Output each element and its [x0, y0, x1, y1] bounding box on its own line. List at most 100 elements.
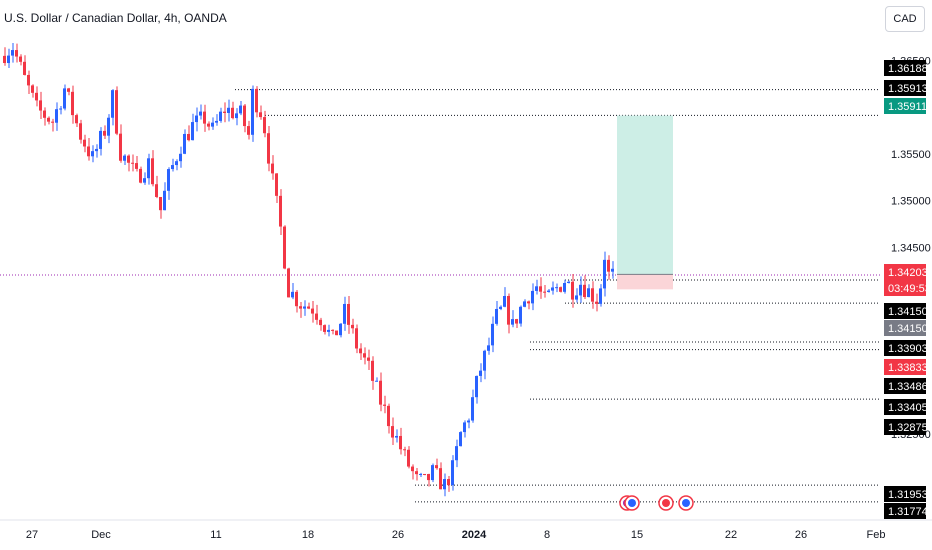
candle-down [415, 471, 418, 475]
candle-down [559, 287, 562, 292]
candle-up [251, 88, 254, 135]
candle-up [7, 55, 10, 64]
candle-up [63, 88, 66, 109]
candle-down [319, 319, 322, 326]
candle-up [547, 290, 550, 292]
candle-down [223, 111, 226, 113]
price-tag[interactable] [884, 419, 926, 435]
candle-up [611, 268, 614, 272]
candle-up [59, 108, 62, 110]
candle-down [287, 268, 290, 298]
candle-up [511, 319, 514, 325]
price-tag[interactable] [884, 340, 926, 356]
price-tag-text: 1.36188 [888, 63, 928, 75]
candle-down [571, 281, 574, 300]
candle-down [119, 133, 122, 161]
candle-up [291, 291, 294, 298]
candle-down [527, 301, 530, 304]
candle-up [215, 120, 218, 123]
candle-down [275, 173, 278, 196]
price-tag[interactable] [884, 378, 926, 394]
candle-down [43, 110, 46, 118]
candle-up [179, 153, 182, 162]
candle-down [383, 404, 386, 406]
candle-down [335, 330, 338, 336]
price-tag[interactable] [884, 503, 926, 519]
candle-up [191, 122, 194, 141]
candle-down [299, 306, 302, 309]
price-tick-label: 1.35500 [891, 149, 931, 161]
price-tag[interactable] [884, 486, 926, 502]
price-tag-text: 1.31774 [888, 506, 928, 518]
candle-up [175, 161, 178, 166]
candle-down [595, 301, 598, 304]
candle-down [67, 88, 70, 92]
candle-down [23, 61, 26, 75]
price-tag[interactable] [884, 399, 926, 415]
countdown-timer: 03:49:53 [888, 283, 931, 295]
candle-up [163, 190, 166, 211]
candle-up [463, 422, 466, 433]
candle-down [131, 162, 134, 164]
price-tag[interactable] [884, 98, 926, 114]
time-tick-label: 26 [392, 529, 404, 541]
candle-up [395, 435, 398, 438]
candle-up [235, 113, 238, 119]
time-tick-label: Dec [91, 529, 111, 541]
candle-down [311, 308, 314, 314]
candle-up [579, 284, 582, 296]
candle-down [263, 117, 266, 134]
currency-button[interactable]: CAD [885, 6, 925, 32]
candle-up [551, 287, 554, 291]
candle-down [347, 303, 350, 325]
candle-up [167, 169, 170, 191]
candle-down [367, 357, 370, 361]
candle-down [607, 259, 610, 272]
candle-up [499, 306, 502, 309]
candle-up [91, 151, 94, 157]
price-tag[interactable] [884, 303, 926, 319]
price-tag-text: 1.33405 [888, 402, 928, 414]
price-tag[interactable] [884, 359, 926, 375]
candle-up [603, 259, 606, 289]
candle-up [455, 446, 458, 461]
candle-down [159, 196, 162, 211]
candle-up [599, 288, 602, 304]
event-icon-us-fill [682, 499, 690, 507]
candle-up [483, 350, 486, 371]
time-tick-label: 11 [210, 529, 221, 541]
price-tag-text: 1.33486 [888, 381, 928, 393]
chart-title: U.S. Dollar / Canadian Dollar, 4h, OANDA [4, 11, 227, 25]
candle-down [187, 133, 190, 141]
price-tag-text: 1.35913 [888, 83, 928, 95]
long-position-tool [617, 115, 673, 290]
candle-down [591, 288, 594, 302]
candle-down [39, 100, 42, 111]
candle-up [443, 479, 446, 490]
candle-up [555, 287, 558, 289]
price-tag[interactable] [884, 60, 926, 76]
candle-down [399, 435, 402, 450]
event-icon-us-fill [628, 499, 636, 507]
position-profit-zone[interactable] [617, 115, 673, 275]
price-tag-text: 1.32875 [888, 422, 928, 434]
price-tag[interactable] [884, 80, 926, 96]
price-tag-text: 1.34150 [888, 306, 928, 318]
candle-down [155, 184, 158, 197]
time-tick-label: Feb [867, 529, 886, 541]
candle-down [47, 117, 50, 122]
candle-up [535, 286, 538, 291]
candle-up [303, 306, 306, 309]
candle-up [111, 90, 114, 118]
time-tick-label: 2024 [462, 529, 487, 541]
candle-down [427, 473, 430, 481]
current-price-tag[interactable] [884, 264, 926, 296]
candle-up [199, 111, 202, 116]
price-tag-text: 1.34150 [888, 323, 928, 335]
price-tag[interactable] [884, 320, 926, 336]
candle-up [227, 107, 230, 113]
position-loss-zone[interactable] [617, 274, 673, 290]
candle-down [387, 405, 390, 427]
candle-down [271, 163, 274, 174]
